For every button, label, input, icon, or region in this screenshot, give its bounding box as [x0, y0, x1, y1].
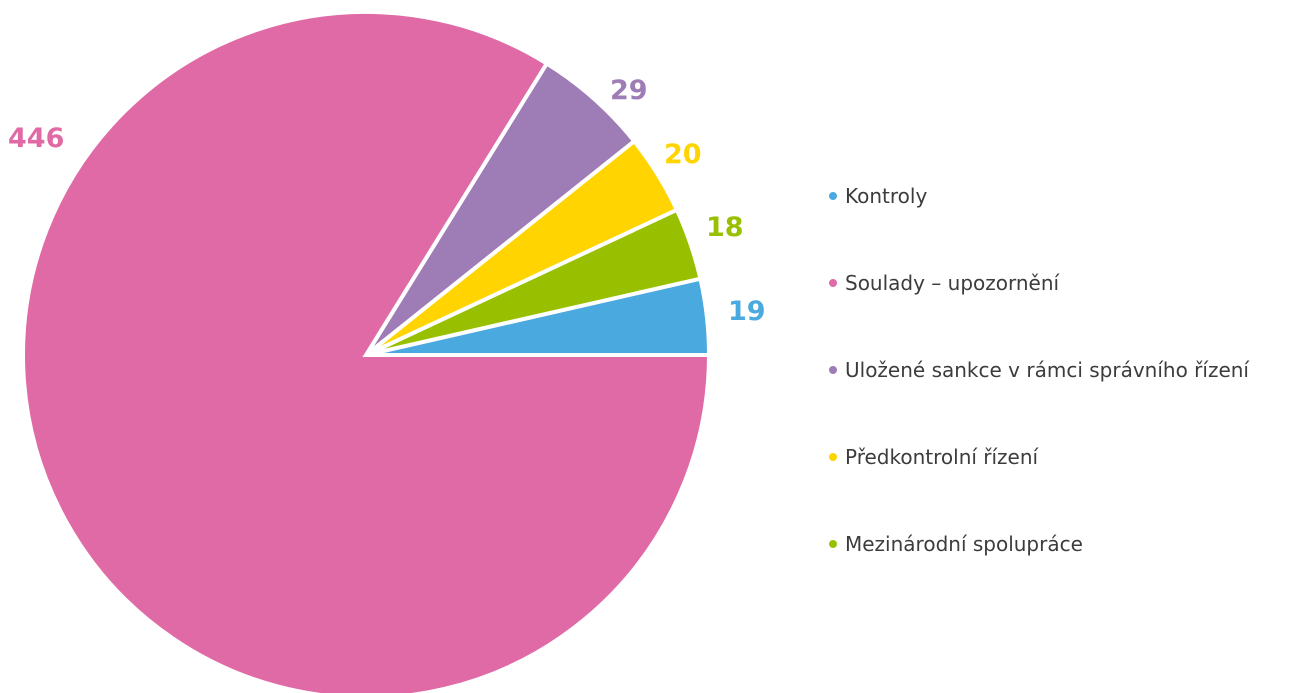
data-label-3: 29 [610, 75, 648, 106]
legend-marker [829, 365, 837, 374]
legend-marker [829, 539, 837, 548]
legend-item-1: Kontroly [829, 152, 1249, 239]
pie-data-labels: 19 446 29 20 18 [8, 75, 766, 327]
legend-label: Mezinárodní spolupráce [845, 531, 1083, 556]
legend-item-4: Předkontrolní řízení [829, 413, 1249, 500]
legend-label: Předkontrolní řízení [845, 444, 1039, 469]
pie-slices [21, 10, 712, 693]
legend-item-2: Soulady – upozornění [829, 239, 1249, 326]
legend-marker [829, 191, 837, 200]
data-label-4: 20 [664, 139, 702, 170]
legend-label: Kontroly [845, 183, 928, 208]
legend-marker [829, 278, 837, 287]
data-label-2: 446 [8, 123, 64, 154]
legend-item-3: Uložené sankce v rámci správního řízení [829, 326, 1249, 413]
legend-item-5: Mezinárodní spolupráce [829, 500, 1249, 587]
data-label-1: 19 [728, 296, 766, 327]
legend-label: Uložené sankce v rámci správního řízení [845, 357, 1249, 382]
data-label-5: 18 [706, 212, 744, 243]
legend-label: Soulady – upozornění [845, 270, 1060, 295]
chart-legend: Kontroly Soulady – upozornění Uložené sank… [829, 152, 1249, 587]
legend-marker [829, 452, 837, 461]
pie-slice-2 [21, 10, 712, 693]
